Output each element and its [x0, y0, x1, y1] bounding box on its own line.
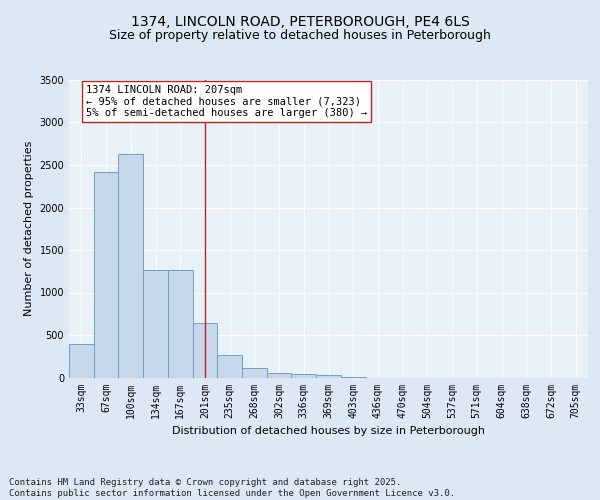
Bar	[69, 344, 94, 378]
Text: 1374, LINCOLN ROAD, PETERBOROUGH, PE4 6LS: 1374, LINCOLN ROAD, PETERBOROUGH, PE4 6L…	[131, 16, 469, 30]
Bar	[143, 270, 168, 378]
Text: Size of property relative to detached houses in Peterborough: Size of property relative to detached ho…	[109, 30, 491, 43]
Bar	[94, 172, 118, 378]
Bar	[267, 373, 292, 378]
Bar	[316, 375, 341, 378]
Bar	[168, 270, 193, 378]
Bar	[217, 356, 242, 378]
X-axis label: Distribution of detached houses by size in Peterborough: Distribution of detached houses by size …	[172, 426, 485, 436]
Bar	[292, 374, 316, 378]
Bar	[242, 368, 267, 378]
Text: 1374 LINCOLN ROAD: 207sqm
← 95% of detached houses are smaller (7,323)
5% of sem: 1374 LINCOLN ROAD: 207sqm ← 95% of detac…	[86, 85, 367, 118]
Text: Contains HM Land Registry data © Crown copyright and database right 2025.
Contai: Contains HM Land Registry data © Crown c…	[9, 478, 455, 498]
Bar	[118, 154, 143, 378]
Bar	[193, 323, 217, 378]
Y-axis label: Number of detached properties: Number of detached properties	[24, 141, 34, 316]
